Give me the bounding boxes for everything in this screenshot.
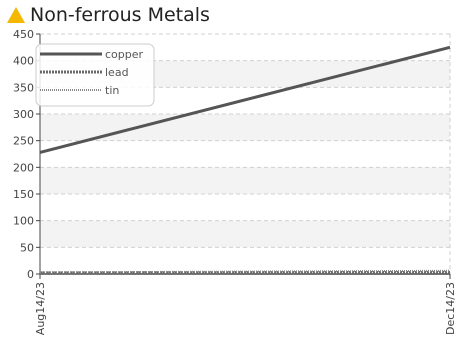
legend-box [35, 43, 155, 107]
series-line-copper [39, 45, 451, 154]
legend-label-lead: lead [105, 66, 129, 79]
y-tick-label: 200 [13, 161, 34, 174]
legend: copper lead tin [35, 43, 155, 107]
y-tick-label: 250 [13, 135, 34, 148]
plot-band [40, 167, 450, 194]
series-line-tin [39, 269, 451, 274]
x-axis-ticks: Aug14/23 Dec14/23 [34, 274, 457, 335]
y-tick-label: 400 [13, 55, 34, 68]
warning-icon [7, 7, 25, 23]
chart-title: Non-ferrous Metals [30, 4, 210, 26]
legend-label-tin: tin [105, 84, 119, 97]
legend-label-copper: copper [105, 48, 144, 61]
y-tick-label: 50 [20, 241, 34, 254]
plot-band [40, 220, 450, 248]
y-tick-label: 350 [13, 81, 34, 94]
y-axis-ticks: 0 50 100 150 200 250 300 350 400 450 [13, 28, 40, 281]
series-line-lead [39, 270, 451, 275]
y-tick-label: 100 [13, 215, 34, 228]
y-tick-label: 450 [13, 28, 34, 41]
x-tick-label: Aug14/23 [34, 282, 47, 335]
series-lines [39, 45, 451, 275]
y-tick-label: 0 [27, 268, 34, 281]
chart-header: Non-ferrous Metals [6, 2, 210, 28]
y-tick-label: 300 [13, 108, 34, 121]
y-tick-label: 150 [13, 188, 34, 201]
x-tick-label: Dec14/23 [444, 282, 457, 335]
